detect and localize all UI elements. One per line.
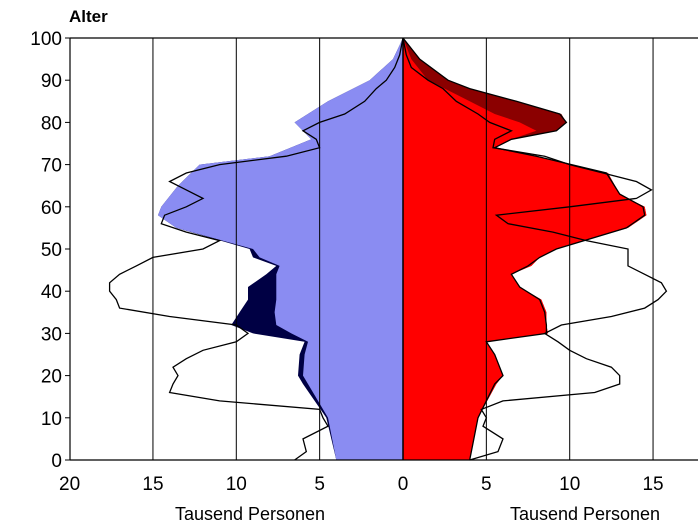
x-tick-label-5: 5 xyxy=(481,474,492,495)
y-tick-label-100: 100 xyxy=(30,29,62,50)
left-outline-line-0 xyxy=(108,37,404,461)
x-tick-label-0: 20 xyxy=(59,474,80,495)
y-tick-label-50: 50 xyxy=(41,240,62,261)
y-tick-label-20: 20 xyxy=(41,367,62,388)
right-outline-line-1 xyxy=(402,37,668,461)
left-fill-area-0 xyxy=(158,38,403,460)
y-tick-label-70: 70 xyxy=(41,156,62,177)
y-tick-label-60: 60 xyxy=(41,198,62,219)
y-tick-label-30: 30 xyxy=(41,324,62,345)
x-tick-label-7: 15 xyxy=(642,474,663,495)
x-tick-label-1: 15 xyxy=(142,474,163,495)
y-tick-label-90: 90 xyxy=(41,71,62,92)
x-axis-label-left: Tausend Personen xyxy=(175,504,325,524)
x-tick-label-6: 10 xyxy=(559,474,580,495)
right-outline-line-2 xyxy=(402,37,646,461)
x-tick-label-2: 10 xyxy=(226,474,247,495)
y-tick-label-0: 0 xyxy=(51,451,62,472)
right-fill-area-1 xyxy=(403,38,647,460)
x-axis-label-right: Tausend Personen xyxy=(510,504,660,524)
series-outlines xyxy=(108,37,668,461)
series-areas xyxy=(158,38,647,460)
y-tick-label-80: 80 xyxy=(41,113,62,134)
y-axis-title: Alter xyxy=(69,7,108,26)
x-tick-label-4: 0 xyxy=(398,474,409,495)
gridlines xyxy=(152,38,654,460)
y-tick-label-40: 40 xyxy=(41,282,62,303)
y-tick-label-10: 10 xyxy=(41,409,62,430)
x-tick-label-3: 5 xyxy=(314,474,325,495)
